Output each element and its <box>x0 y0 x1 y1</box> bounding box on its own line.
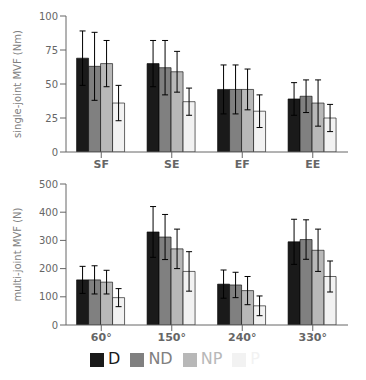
svg-text:100: 100 <box>39 11 58 22</box>
svg-text:EF: EF <box>235 158 250 171</box>
svg-text:75: 75 <box>45 45 58 56</box>
svg-text:150°: 150° <box>158 331 186 344</box>
svg-text:50: 50 <box>45 79 58 90</box>
svg-text:500: 500 <box>39 179 58 190</box>
svg-text:0: 0 <box>52 147 58 158</box>
html-text:NP: NP <box>200 349 223 368</box>
svg-text:400: 400 <box>39 207 58 218</box>
svg-text:200: 200 <box>39 263 58 274</box>
svg-text:0: 0 <box>52 320 58 331</box>
svg-text:240°: 240° <box>228 331 256 344</box>
svg-text:SE: SE <box>164 158 179 171</box>
svg-text:25: 25 <box>45 113 58 124</box>
svg-text:60°: 60° <box>91 331 112 344</box>
html-text:D: D <box>108 349 121 368</box>
svg-text:300: 300 <box>39 235 58 246</box>
svg-text:SF: SF <box>94 158 109 171</box>
svg-text:single-joint MVF (Nm): single-joint MVF (Nm) <box>12 30 23 138</box>
html-text:ND: ND <box>148 349 173 368</box>
svg-text:EE: EE <box>305 158 320 171</box>
svg-text:330°: 330° <box>299 331 327 344</box>
svg-text:100: 100 <box>39 291 58 302</box>
svg-text:multi-joint MVF (N): multi-joint MVF (N) <box>12 207 23 301</box>
html-text:P: P <box>250 349 260 368</box>
